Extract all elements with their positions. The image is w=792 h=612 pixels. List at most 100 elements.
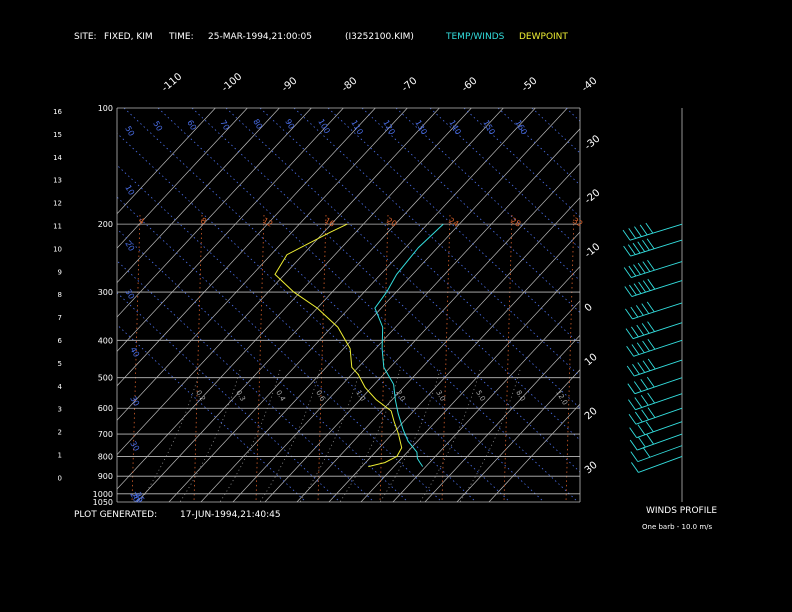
mixing-ratio-line (441, 214, 451, 502)
dry-adiabat-line (361, 108, 580, 314)
wind-barb (646, 301, 655, 313)
moist-adiabat-label: 0.3 (234, 389, 246, 403)
wind-barb (631, 326, 639, 338)
moist-adiabat-label: 0.4 (274, 389, 287, 403)
height-tick-label: 13 (53, 177, 62, 185)
dewpoint-profile-line (274, 223, 403, 468)
height-tick-label: 10 (53, 245, 62, 253)
isobar-label: 700 (98, 430, 113, 439)
mixing-ratio-lines (131, 214, 575, 502)
mixing-ratio-label: 28 (509, 216, 522, 229)
dry-adiabat-line (327, 108, 580, 345)
height-tick-label: 12 (53, 200, 62, 208)
dry-adiabat-line (157, 108, 579, 502)
wind-shaft (630, 239, 683, 257)
wind-barb (628, 265, 637, 277)
mixing-ratio-label: 32 (571, 216, 584, 229)
dry-adiabat-label: 10 (123, 184, 136, 197)
dry-adiabat-line (497, 108, 580, 186)
moist-adiabat-label: 0.2 (194, 389, 206, 403)
mixing-ratio-line (503, 214, 513, 502)
height-tick-label: 6 (58, 337, 63, 345)
moist-adiabat-label: 2.0 (394, 389, 406, 403)
dry-adiabat-label: 50 (151, 120, 164, 133)
dry-adiabat-label: 30 (131, 492, 144, 505)
wind-barb (637, 362, 646, 373)
wind-barb (628, 228, 637, 239)
wind-barb (636, 342, 645, 354)
height-tick-label: 7 (58, 314, 62, 322)
dry-adiabat-line (565, 108, 580, 122)
dry-adiabat-line (600, 108, 792, 502)
isobar-label: 400 (98, 336, 113, 345)
isobar-label: 300 (98, 288, 113, 297)
dry-adiabat-label: 30 (128, 395, 141, 408)
wind-barb (642, 360, 651, 372)
isotherm-label: 20 (583, 406, 600, 423)
wind-barb (647, 407, 656, 418)
isotherm-label: -20 (583, 187, 603, 206)
wind-barb (647, 321, 655, 332)
moist-adiabat-line (219, 369, 281, 502)
isotherm-line (117, 108, 312, 318)
height-tick-label: 4 (58, 383, 63, 391)
isobar-label: 1050 (93, 498, 113, 507)
wind-barb (639, 224, 648, 236)
isotherm-line (232, 128, 580, 502)
height-tick-label: 16 (53, 108, 62, 116)
isotherm-label: -100 (220, 71, 244, 94)
wind-barb (627, 383, 636, 394)
plot-generated-value: 17-JUN-1994,21:40:45 (180, 510, 281, 520)
wind-shaft (634, 377, 683, 395)
wind-shaft (631, 280, 683, 297)
dry-adiabat-label: 90 (283, 118, 296, 131)
isotherm-label: -10 (583, 241, 603, 260)
file-name: (I3252100.KIM) (345, 32, 414, 42)
wind-barb (625, 328, 634, 339)
mixing-ratio-line (131, 214, 141, 502)
dry-adiabat-line (463, 108, 580, 218)
wind-shaft (635, 407, 683, 425)
dry-adiabat-label: 20 (128, 491, 141, 504)
dry-adiabat-label: 80 (251, 118, 264, 131)
temperature-profile-line (374, 223, 444, 467)
dry-adiabat-line (429, 108, 580, 250)
isotherm-line (296, 197, 580, 502)
wind-barb (642, 261, 651, 272)
wind-barb (630, 306, 639, 318)
wind-barb (628, 413, 637, 425)
moist-adiabat-line (379, 369, 441, 502)
isotherm-line (264, 162, 580, 502)
isotherm-lines (117, 108, 580, 502)
plot-generated-label: PLOT GENERATED: (74, 510, 158, 520)
wind-barb (629, 439, 638, 451)
sounding-profiles (274, 223, 444, 468)
mixing-ratio-label: 4 (137, 216, 146, 226)
wind-barb (629, 427, 637, 438)
height-tick-label: 1 (58, 452, 62, 460)
moist-adiabat-line (419, 369, 481, 502)
wind-shaft (629, 223, 683, 241)
isotherm-label: -60 (460, 75, 480, 94)
isotherm-label: 10 (583, 352, 600, 369)
wind-shaft (636, 421, 683, 439)
isotherm-line (168, 108, 536, 502)
wind-barb (641, 409, 650, 421)
dry-adiabat-line (395, 108, 580, 282)
mixing-ratio-line (379, 214, 389, 502)
moist-adiabat-label: 1.0 (354, 389, 366, 403)
temp-legend: TEMP/WINDS (446, 32, 505, 42)
isotherm-label: -50 (520, 75, 540, 94)
wind-barb (629, 284, 637, 296)
wind-barb (633, 264, 641, 275)
isotherm-label: -30 (583, 133, 603, 152)
isotherm-label: -80 (340, 75, 360, 94)
isotherm-line (424, 334, 580, 502)
mixing-ratio-line (193, 214, 203, 502)
isotherm-label: -70 (400, 75, 420, 94)
wind-barb (623, 267, 632, 278)
dry-adiabat-label: 150 (481, 119, 496, 137)
isotherm-label: 0 (583, 302, 595, 315)
isotherm-line (117, 108, 248, 249)
dewpoint-legend: DEWPOINT (519, 32, 568, 42)
